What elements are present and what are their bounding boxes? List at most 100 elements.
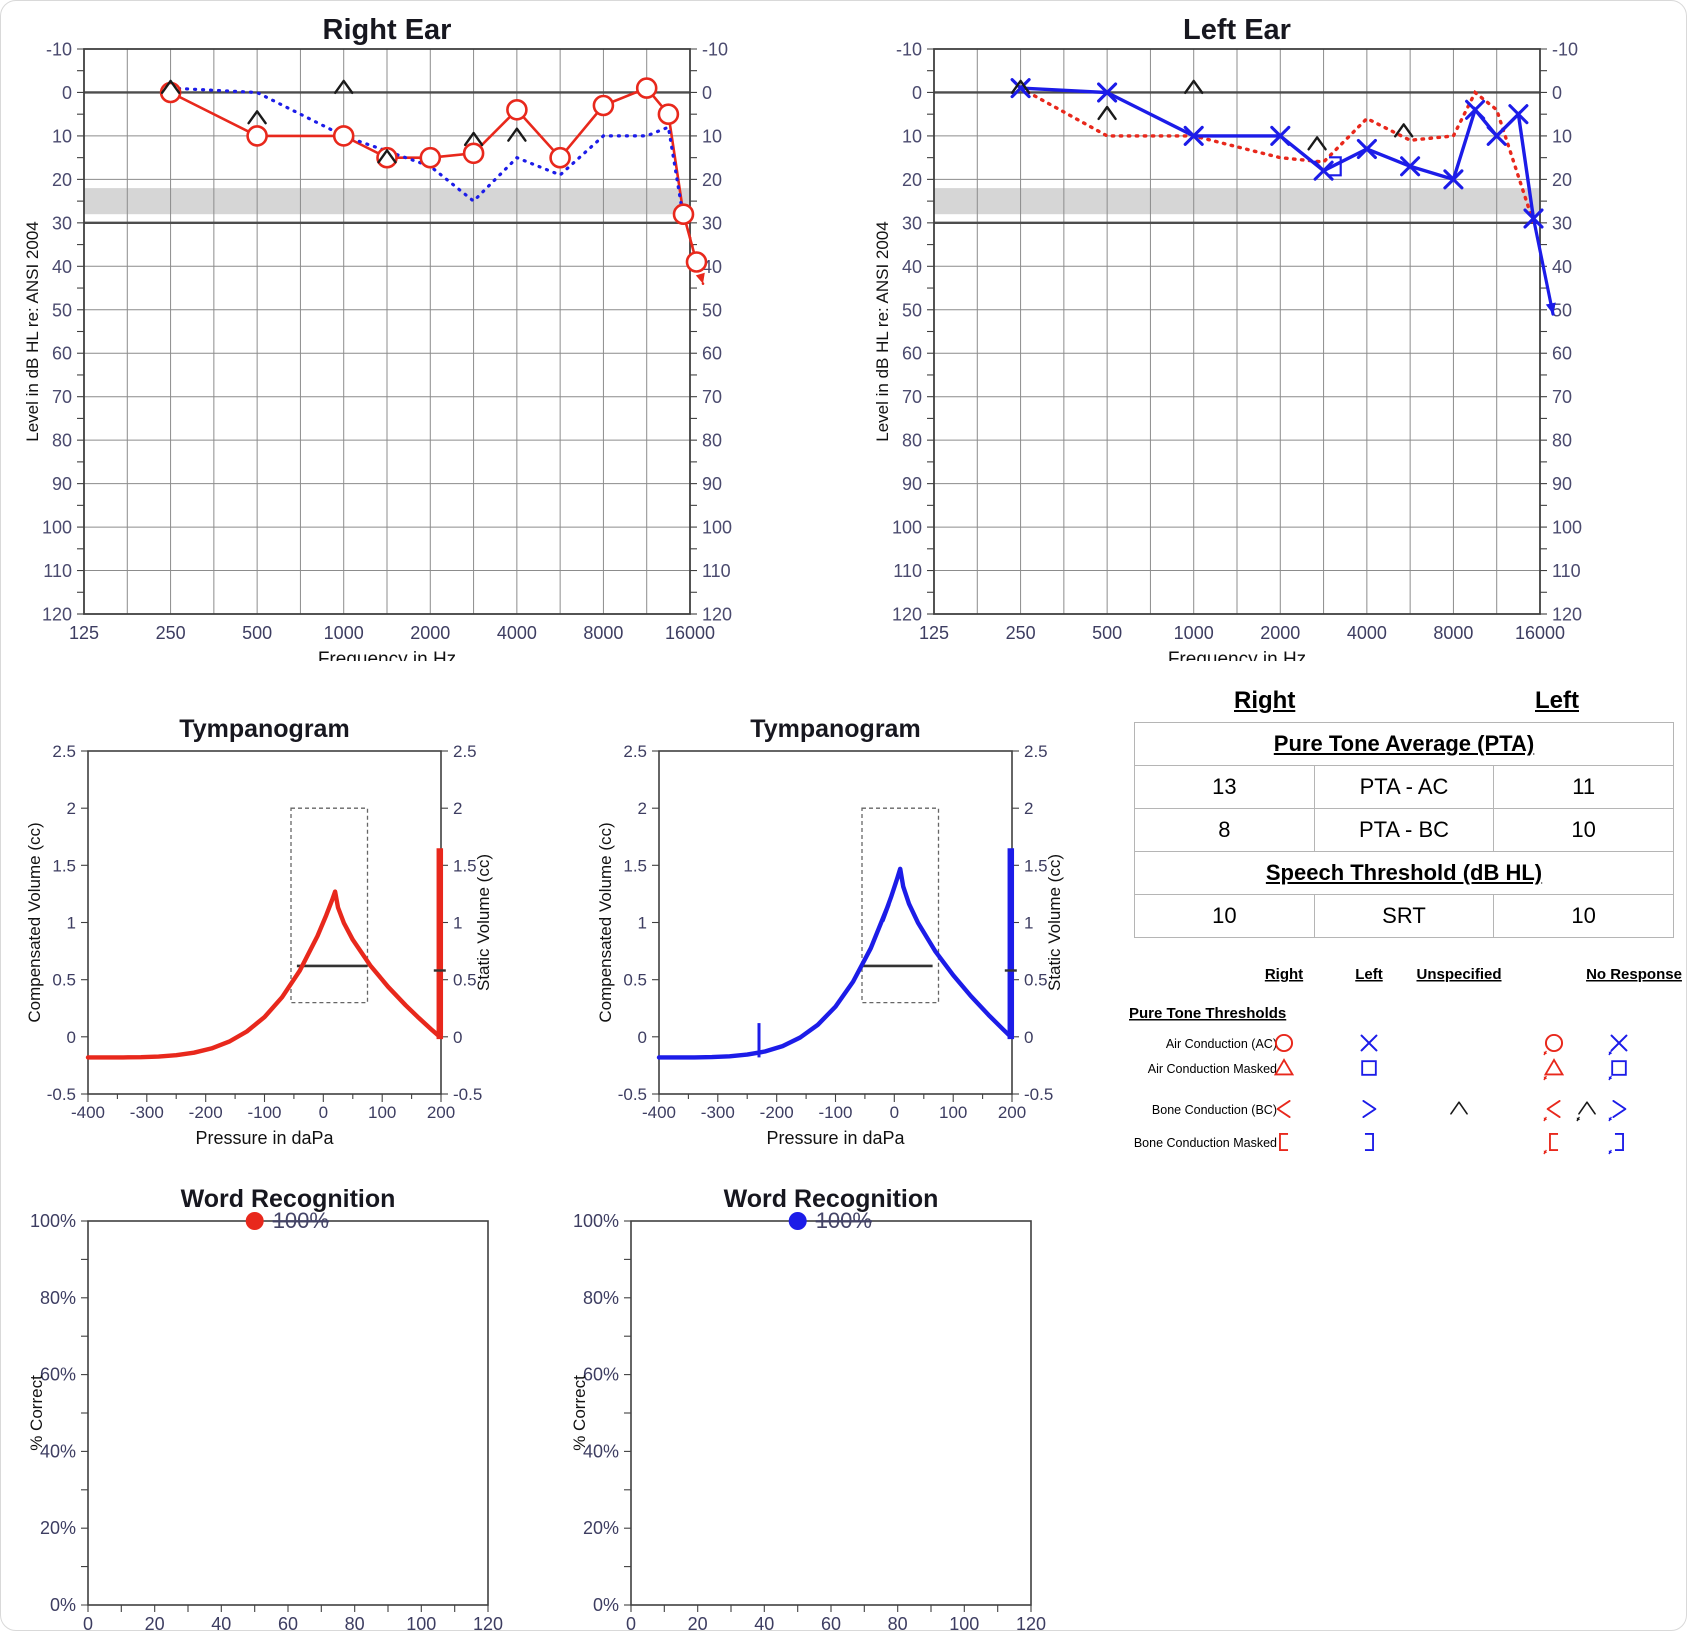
svg-text:1: 1 — [638, 914, 647, 933]
svg-text:40: 40 — [902, 257, 922, 277]
svg-text:100: 100 — [939, 1103, 967, 1122]
svg-text:0%: 0% — [50, 1595, 76, 1615]
svg-text:110: 110 — [893, 561, 922, 581]
svg-text:1: 1 — [67, 914, 76, 933]
svg-text:60: 60 — [1552, 344, 1572, 364]
svg-text:4000: 4000 — [1347, 623, 1387, 643]
svg-text:70: 70 — [902, 387, 922, 407]
svg-text:% Correct: % Correct — [570, 1375, 589, 1451]
svg-text:90: 90 — [52, 474, 72, 494]
svg-text:Level in dB HL re: ANSI 2004: Level in dB HL re: ANSI 2004 — [23, 221, 42, 442]
svg-text:20: 20 — [688, 1614, 708, 1631]
svg-text:20%: 20% — [40, 1518, 76, 1538]
svg-text:1000: 1000 — [1174, 623, 1214, 643]
svg-text:Left: Left — [1355, 966, 1383, 983]
svg-text:0: 0 — [638, 1028, 647, 1047]
svg-text:Right Ear: Right Ear — [323, 14, 452, 46]
svg-text:-0.5: -0.5 — [453, 1085, 482, 1104]
svg-text:60: 60 — [702, 344, 722, 364]
svg-text:Bone Conduction Masked: Bone Conduction Masked — [1134, 1136, 1277, 1150]
svg-text:40: 40 — [52, 257, 72, 277]
svg-text:8000: 8000 — [1433, 623, 1473, 643]
svg-text:Left Ear: Left Ear — [1183, 14, 1291, 46]
svg-text:120: 120 — [892, 605, 922, 625]
svg-text:40: 40 — [1552, 257, 1572, 277]
svg-text:4000: 4000 — [497, 623, 537, 643]
svg-text:100%: 100% — [816, 1208, 872, 1233]
svg-text:-200: -200 — [760, 1103, 794, 1122]
svg-text:-300: -300 — [701, 1103, 735, 1122]
svg-text:0: 0 — [453, 1028, 462, 1047]
svg-text:100: 100 — [702, 518, 732, 538]
svg-text:30: 30 — [902, 213, 922, 233]
svg-text:100: 100 — [368, 1103, 396, 1122]
svg-text:0%: 0% — [593, 1595, 619, 1615]
svg-text:-0.5: -0.5 — [47, 1085, 76, 1104]
svg-text:30: 30 — [1552, 213, 1572, 233]
svg-text:% Correct: % Correct — [27, 1375, 46, 1451]
svg-text:110: 110 — [702, 561, 731, 581]
svg-text:80: 80 — [52, 431, 72, 451]
svg-text:-0.5: -0.5 — [1024, 1085, 1053, 1104]
svg-text:Pure Tone Thresholds: Pure Tone Thresholds — [1129, 1005, 1286, 1022]
svg-text:30: 30 — [702, 213, 722, 233]
svg-text:60: 60 — [278, 1614, 298, 1631]
svg-text:10: 10 — [1552, 126, 1572, 146]
svg-text:100: 100 — [42, 518, 72, 538]
svg-text:100%: 100% — [30, 1211, 76, 1231]
svg-text:0: 0 — [67, 1028, 76, 1047]
svg-text:10: 10 — [702, 126, 722, 146]
svg-text:0: 0 — [912, 83, 922, 103]
svg-text:Compensated Volume (cc): Compensated Volume (cc) — [596, 822, 615, 1022]
svg-text:100%: 100% — [573, 1211, 619, 1231]
svg-text:-0.5: -0.5 — [618, 1085, 647, 1104]
svg-text:0.5: 0.5 — [52, 971, 76, 990]
svg-text:Air Conduction (AC): Air Conduction (AC) — [1166, 1037, 1277, 1051]
svg-text:0.5: 0.5 — [623, 971, 647, 990]
svg-text:60: 60 — [821, 1614, 841, 1631]
svg-text:2.5: 2.5 — [453, 742, 477, 761]
svg-text:250: 250 — [1006, 623, 1036, 643]
svg-text:-10: -10 — [46, 40, 72, 60]
svg-text:120: 120 — [473, 1614, 503, 1631]
svg-text:-300: -300 — [130, 1103, 164, 1122]
svg-text:60: 60 — [52, 344, 72, 364]
svg-text:Pressure in daPa: Pressure in daPa — [195, 1128, 334, 1148]
svg-text:500: 500 — [242, 623, 272, 643]
svg-text:100: 100 — [892, 518, 922, 538]
svg-text:0: 0 — [702, 83, 712, 103]
svg-text:200: 200 — [427, 1103, 455, 1122]
svg-text:110: 110 — [1552, 561, 1581, 581]
svg-text:Air Conduction Masked: Air Conduction Masked — [1148, 1062, 1277, 1076]
svg-text:1: 1 — [453, 914, 462, 933]
svg-text:0: 0 — [890, 1103, 899, 1122]
svg-text:20: 20 — [52, 170, 72, 190]
svg-text:Compensated Volume (cc): Compensated Volume (cc) — [25, 822, 44, 1022]
svg-text:100: 100 — [406, 1614, 436, 1631]
svg-text:250: 250 — [156, 623, 186, 643]
svg-text:80%: 80% — [583, 1288, 619, 1308]
svg-text:50: 50 — [902, 300, 922, 320]
svg-text:2000: 2000 — [1260, 623, 1300, 643]
svg-text:125: 125 — [919, 623, 949, 643]
svg-text:90: 90 — [1552, 474, 1572, 494]
svg-text:70: 70 — [1552, 387, 1572, 407]
svg-text:20%: 20% — [583, 1518, 619, 1538]
svg-text:0: 0 — [1024, 1028, 1033, 1047]
svg-text:20: 20 — [702, 170, 722, 190]
svg-text:100: 100 — [1552, 518, 1582, 538]
svg-text:80: 80 — [702, 431, 722, 451]
svg-text:80: 80 — [888, 1614, 908, 1631]
svg-text:20: 20 — [1552, 170, 1572, 190]
svg-text:50: 50 — [52, 300, 72, 320]
svg-text:-400: -400 — [71, 1103, 105, 1122]
svg-text:110: 110 — [43, 561, 72, 581]
svg-text:2: 2 — [638, 799, 647, 818]
svg-text:0: 0 — [319, 1103, 328, 1122]
svg-text:16000: 16000 — [1515, 623, 1565, 643]
svg-text:120: 120 — [1552, 605, 1582, 625]
svg-text:0: 0 — [83, 1614, 93, 1631]
svg-text:1000: 1000 — [324, 623, 364, 643]
svg-text:90: 90 — [702, 474, 722, 494]
svg-text:Right: Right — [1265, 966, 1303, 983]
